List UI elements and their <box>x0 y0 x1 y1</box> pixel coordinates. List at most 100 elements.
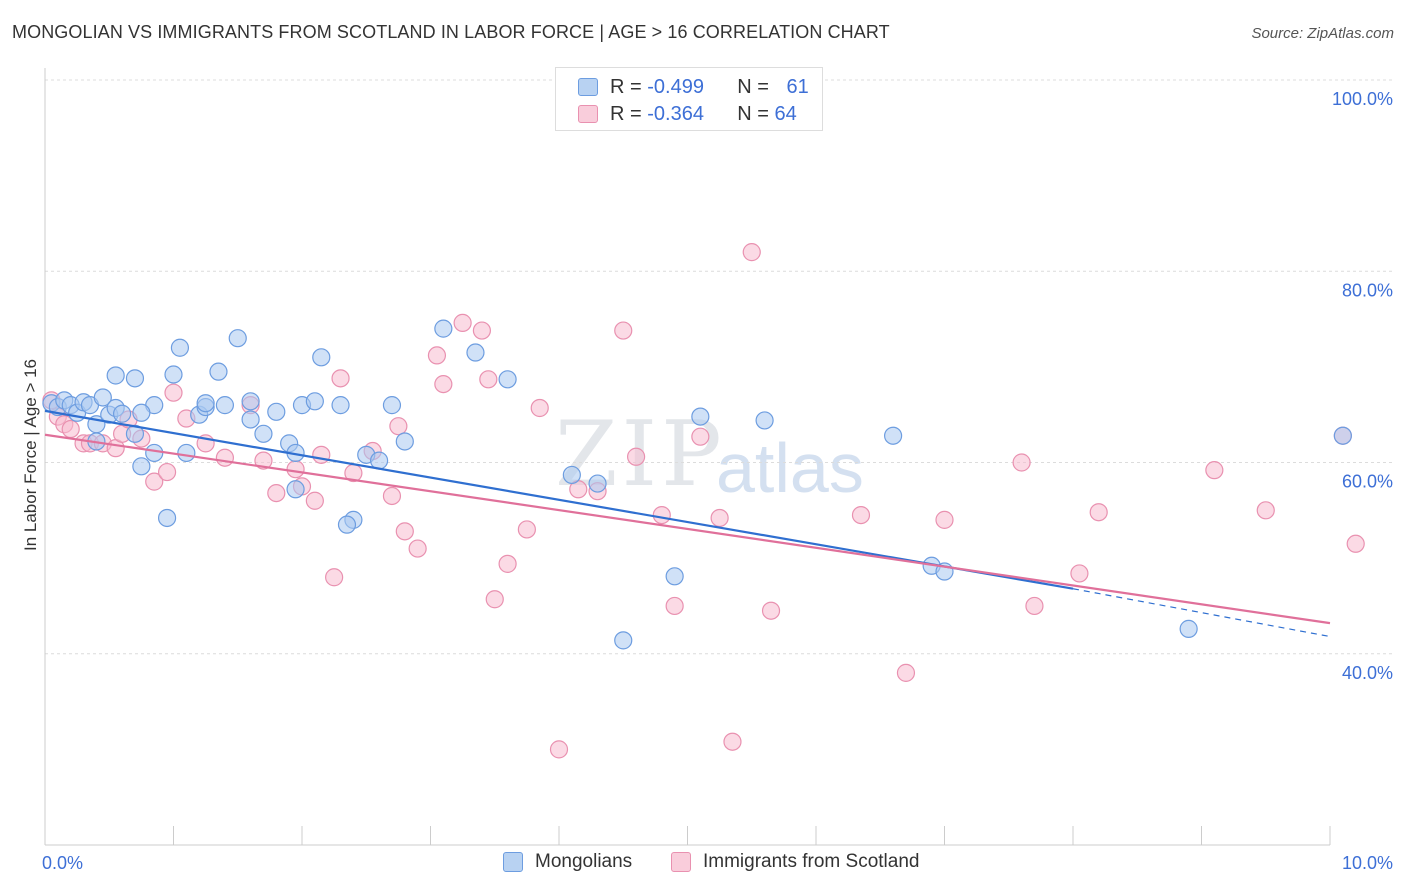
data-point <box>254 451 273 470</box>
data-point <box>312 348 331 367</box>
bottom-legend-scotland: Immigrants from Scotland <box>671 851 919 873</box>
data-point <box>1346 534 1365 553</box>
data-point <box>125 369 145 388</box>
data-point <box>935 510 954 529</box>
data-point <box>691 407 710 426</box>
data-point <box>883 426 903 445</box>
data-point <box>305 491 324 510</box>
data-point <box>691 427 710 446</box>
data-point <box>177 443 196 463</box>
axes <box>44 68 1331 846</box>
data-point <box>434 319 453 338</box>
data-point <box>851 505 871 525</box>
data-point <box>614 631 633 650</box>
data-point <box>305 392 324 411</box>
bottom-legend-label: Immigrants from Scotland <box>703 851 920 872</box>
trend-line-mongolians-extension <box>1072 588 1331 638</box>
data-point <box>241 392 260 411</box>
data-point <box>196 394 215 413</box>
data-point <box>170 338 190 357</box>
data-point <box>549 740 569 759</box>
data-point <box>286 480 305 499</box>
x-tick-label: 10.0% <box>1342 853 1393 873</box>
data-point <box>588 474 607 493</box>
data-point <box>331 369 350 388</box>
legend-r-value: -0.364 <box>647 102 704 125</box>
grid-lines <box>45 79 1392 655</box>
data-point <box>1070 564 1089 583</box>
data-point <box>157 462 177 482</box>
data-point <box>530 398 549 418</box>
data-point <box>498 554 517 573</box>
data-point <box>614 321 633 340</box>
data-point <box>453 313 472 332</box>
bottom-legend-label: Mongolians <box>535 851 633 872</box>
data-point <box>896 663 916 682</box>
data-point <box>61 419 80 439</box>
data-point <box>1256 501 1275 520</box>
bottom-legend-mongolians: Mongolians <box>503 851 632 873</box>
data-point <box>1333 426 1352 445</box>
legend-row-mongolians: R = -0.499 N = 61 <box>578 75 809 99</box>
trend-line-scotland <box>44 433 1331 625</box>
data-point <box>479 370 498 389</box>
data-point <box>665 596 684 616</box>
series-scotland-points <box>42 243 1365 759</box>
data-point <box>427 346 447 365</box>
data-point <box>723 732 742 751</box>
legend-swatch-pink <box>578 105 598 123</box>
data-point <box>286 460 305 479</box>
data-point <box>755 411 774 430</box>
data-point <box>145 443 164 463</box>
data-point <box>93 388 112 407</box>
data-point <box>1089 503 1108 522</box>
data-point <box>209 362 228 381</box>
data-point <box>145 472 164 491</box>
y-tick-label: 100.0% <box>1332 89 1393 109</box>
legend-n-label: N = <box>737 75 769 98</box>
trend-lines <box>44 409 1331 638</box>
data-point <box>337 515 357 534</box>
data-point <box>241 410 260 429</box>
correlation-legend: R = -0.499 N = 61 R = -0.364 N = 64 <box>555 67 823 131</box>
data-point <box>267 402 286 421</box>
trend-line-mongolians <box>44 409 1074 590</box>
data-point <box>382 486 402 506</box>
legend-row-scotland: R = -0.364 N = 64 <box>578 102 797 126</box>
bottom-swatch-pink <box>671 852 691 872</box>
data-point <box>382 396 402 415</box>
data-point <box>517 520 536 539</box>
data-point <box>325 568 344 587</box>
data-point <box>106 366 125 385</box>
y-tick-label: 40.0% <box>1342 663 1393 683</box>
data-point <box>389 417 408 436</box>
watermark-atlas: atlas <box>716 429 864 507</box>
data-point <box>331 396 350 415</box>
data-point <box>761 601 781 620</box>
data-point <box>395 522 414 541</box>
data-point <box>466 343 485 362</box>
data-point <box>228 329 247 348</box>
data-point <box>1205 461 1224 480</box>
legend-r-value: -0.499 <box>647 75 704 98</box>
data-point <box>652 505 671 525</box>
y-tick-label: 80.0% <box>1342 280 1393 300</box>
y-axis-label: In Labor Force | Age > 16 <box>21 359 40 551</box>
data-point <box>498 370 517 389</box>
legend-swatch-blue <box>578 78 598 96</box>
data-point <box>254 424 273 443</box>
data-point <box>472 321 491 340</box>
data-point <box>665 567 684 586</box>
data-point <box>1012 453 1031 472</box>
legend-n-value: 64 <box>774 102 797 125</box>
data-point <box>215 448 234 467</box>
data-point <box>215 396 234 415</box>
data-point <box>562 465 581 485</box>
data-point <box>395 432 414 451</box>
bottom-legend: Mongolians Immigrants from Scotland <box>0 851 1406 877</box>
legend-n-label: N = <box>737 102 769 125</box>
legend-n-value: 61 <box>786 75 809 98</box>
data-point <box>112 404 132 423</box>
x-tick-label: 0.0% <box>42 853 83 873</box>
